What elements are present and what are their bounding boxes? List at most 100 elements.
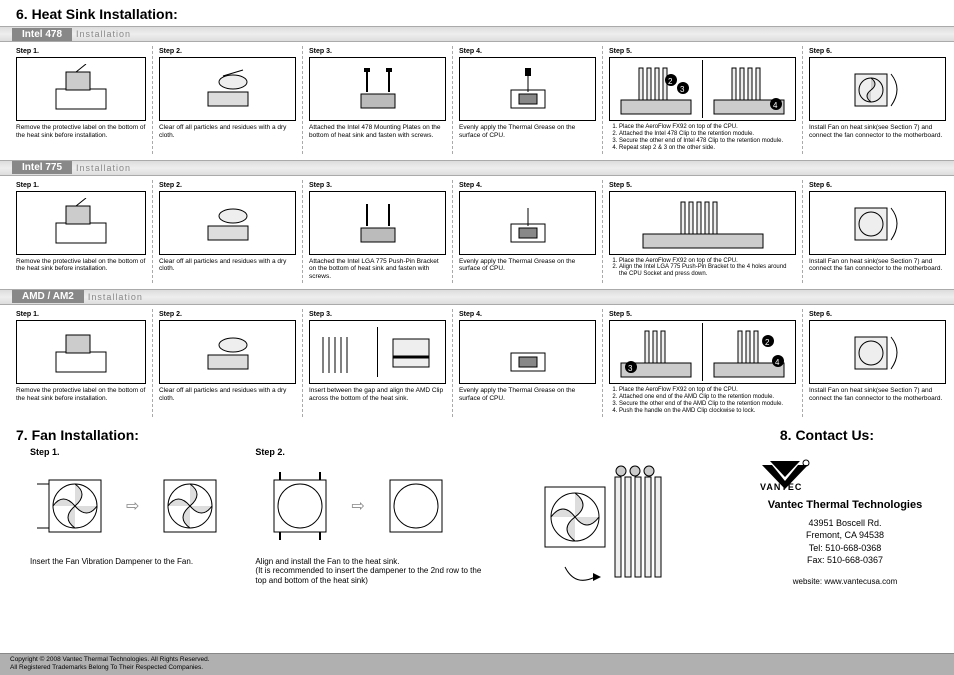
- svg-text:2: 2: [765, 338, 770, 347]
- step-label: Step 2.: [159, 48, 296, 55]
- list-item: Place the AeroFlow FX92 on top of the CP…: [619, 124, 796, 131]
- fan-installation: Step 1. ⇨ Insert the Fan Vibration Dampe…: [0, 447, 500, 597]
- list-item: Attached the Intel 478 Clip to the reten…: [619, 131, 796, 138]
- step-cell: Step 2. Clear off all particles and resi…: [152, 46, 302, 154]
- step-illustration: [309, 191, 446, 255]
- step-cell: Step 1. Remove the protective label on t…: [2, 180, 152, 283]
- step-label: Step 3.: [309, 48, 446, 55]
- list-item: Secure the other end of Intel 478 Clip t…: [619, 138, 796, 145]
- step-caption: Clear off all particles and residues wit…: [159, 258, 296, 274]
- step-cell: Step 4. Evenly apply the Thermal Grease …: [452, 309, 602, 417]
- fan-step-2: Step 2. ⇨ Align and install the Fan to t…: [255, 447, 492, 597]
- step-caption: Place the AeroFlow FX92 on top of the CP…: [609, 387, 796, 415]
- step-caption: Insert between the gap and align the AMD…: [309, 387, 446, 403]
- step-illustration: [459, 320, 596, 384]
- step-label: Step 1.: [16, 48, 146, 55]
- trademark-line: All Registered Trademarks Belong To Thei…: [10, 664, 954, 672]
- fax-line: Fax: 510-668-0367: [750, 554, 940, 567]
- fan-step-1: Step 1. ⇨ Insert the Fan Vibration Dampe…: [30, 447, 235, 597]
- list-item: Repeat step 2 & 3 on the other side.: [619, 145, 796, 152]
- svg-text:4: 4: [775, 358, 780, 367]
- step-caption: Remove the protective label on the botto…: [16, 258, 146, 274]
- step-label: Step 2.: [255, 447, 492, 457]
- svg-text:2: 2: [668, 77, 673, 86]
- step-cell: Step 5. 3 24 Place the AeroFlow FX92 on …: [602, 309, 802, 417]
- install-label: Installation: [76, 29, 131, 39]
- svg-text:3: 3: [680, 85, 685, 94]
- list-item: Align the Intel LGA 775 Push-Pin Bracket…: [619, 264, 796, 278]
- step-label: Step 1.: [16, 182, 146, 189]
- step-caption: Place the AeroFlow FX92 on top of the CP…: [609, 124, 796, 152]
- platform-bar-amd: AMD / AM2 Installation: [0, 289, 954, 305]
- step-illustration: [459, 57, 596, 121]
- section-6-title: 6. Heat Sink Installation:: [0, 0, 954, 26]
- step-label: Step 5.: [609, 182, 796, 189]
- step-cell: Step 5. Place the AeroFlow FX92 on top o…: [602, 180, 802, 283]
- fan-illustration: [371, 461, 461, 551]
- step-label: Step 3.: [309, 182, 446, 189]
- step-cell: Step 3. Attached the Intel LGA 775 Push-…: [302, 180, 452, 283]
- step-caption: Attached the Intel LGA 775 Push-Pin Brac…: [309, 258, 446, 281]
- contact-info: VANTEC Vantec Thermal Technologies 43951…: [750, 447, 954, 597]
- assembly-illustration: [500, 447, 750, 597]
- section-8-title: 8. Contact Us:: [764, 423, 954, 447]
- step-illustration: [609, 191, 796, 255]
- step-illustration: [159, 191, 296, 255]
- footer: Copyright © 2008 Vantec Thermal Technolo…: [0, 653, 954, 675]
- step-illustration: [16, 57, 146, 121]
- step-caption: Clear off all particles and residues wit…: [159, 387, 296, 403]
- step-caption: Install Fan on heat sink(see Section 7) …: [809, 387, 946, 403]
- vantec-logo-icon: VANTEC: [750, 457, 820, 491]
- arrow-icon: ⇨: [351, 496, 364, 516]
- step-label: Step 6.: [809, 311, 946, 318]
- step-label: Step 4.: [459, 182, 596, 189]
- step-illustration: [159, 320, 296, 384]
- step-caption: Install Fan on heat sink(see Section 7) …: [809, 258, 946, 274]
- step-illustration: [809, 191, 946, 255]
- step-label: Step 6.: [809, 48, 946, 55]
- step-caption: Place the AeroFlow FX92 on top of the CP…: [609, 258, 796, 279]
- company-name: Vantec Thermal Technologies: [750, 499, 940, 511]
- section-7-title: 7. Fan Installation:: [0, 423, 139, 447]
- step-label: Step 4.: [459, 311, 596, 318]
- step-cell: Step 3. Insert between the gap and align…: [302, 309, 452, 417]
- list-item: Push the handle on the AMD Clip clockwis…: [619, 408, 796, 415]
- step-illustration: [809, 57, 946, 121]
- arrow-icon: ⇨: [126, 496, 139, 516]
- step-caption: Attached the Intel 478 Mounting Plates o…: [309, 124, 446, 140]
- step-illustration: [809, 320, 946, 384]
- svg-text:VANTEC: VANTEC: [760, 482, 802, 491]
- bottom-section: Step 1. ⇨ Insert the Fan Vibration Dampe…: [0, 447, 954, 597]
- step-label: Step 3.: [309, 311, 446, 318]
- address-line: 43951 Boscell Rd.: [750, 517, 940, 530]
- step-label: Step 2.: [159, 311, 296, 318]
- step-caption: Remove the protective label on the botto…: [16, 124, 146, 140]
- step-cell: Step 6. Install Fan on heat sink(see Sec…: [802, 309, 952, 417]
- step-caption: Insert the Fan Vibration Dampener to the…: [30, 557, 235, 567]
- step-illustration: [459, 191, 596, 255]
- website-line: website: www.vantecusa.com: [750, 577, 940, 586]
- step-label: Step 1.: [30, 447, 235, 457]
- platform-label: AMD / AM2: [12, 290, 84, 303]
- address-line: Fremont, CA 94538: [750, 529, 940, 542]
- platform-label: Intel 775: [12, 161, 72, 174]
- step-illustration: [159, 57, 296, 121]
- list-item: Secure the other end of the AMD Clip to …: [619, 401, 796, 408]
- step-label: Step 1.: [16, 311, 146, 318]
- step-cell: Step 4. Evenly apply the Thermal Grease …: [452, 180, 602, 283]
- copyright-line: Copyright © 2008 Vantec Thermal Technolo…: [10, 656, 954, 664]
- step-cell: Step 2. Clear off all particles and resi…: [152, 180, 302, 283]
- step-label: Step 4.: [459, 48, 596, 55]
- step-caption: Remove the protective label on the botto…: [16, 387, 146, 403]
- step-caption: Align and install the Fan to the heat si…: [255, 557, 492, 586]
- list-item: Place the AeroFlow FX92 on top of the CP…: [619, 258, 796, 265]
- fan-illustration: [30, 461, 120, 551]
- svg-text:4: 4: [773, 101, 778, 110]
- tel-line: Tel: 510-668-0368: [750, 542, 940, 555]
- install-label: Installation: [76, 163, 131, 173]
- step-cell: Step 6. Install Fan on heat sink(see Sec…: [802, 46, 952, 154]
- fan-illustration: [145, 461, 235, 551]
- steps-row-intel478: Step 1. Remove the protective label on t…: [0, 42, 954, 160]
- step-illustration: [16, 320, 146, 384]
- step-illustration: 3 24: [609, 320, 796, 384]
